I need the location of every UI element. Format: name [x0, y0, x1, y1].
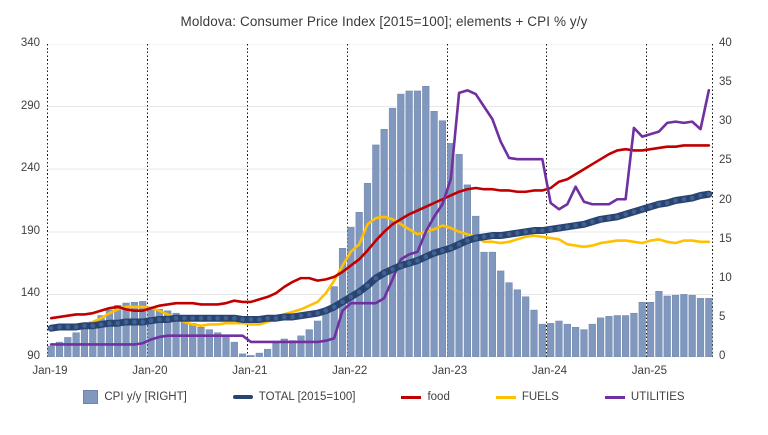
line-fuels [49, 215, 711, 330]
legend-item-utilities[interactable]: UTILITIES [604, 391, 685, 403]
y-tick-right: 35 [719, 76, 732, 89]
y-tick-right: 0 [719, 350, 726, 362]
legend-label: FUELS [521, 391, 559, 403]
legend-label: TOTAL [2015=100] [258, 391, 356, 403]
legend-swatch-line-icon [604, 395, 625, 399]
chart-legend: CPI y/y [RIGHT] TOTAL [2015=100] food FUELS… [0, 390, 768, 404]
y-tick-left: 90 [27, 350, 40, 362]
legend-label: UTILITIES [630, 391, 685, 403]
legend-swatch-dotline-icon [232, 395, 253, 399]
x-tick: Jan-25 [631, 365, 667, 377]
legend-label: food [427, 391, 450, 403]
y-tick-right: 15 [719, 232, 732, 245]
legend-item-cpi-y-y-right[interactable]: CPI y/y [RIGHT] [83, 390, 187, 404]
x-tick: Jan-19 [32, 365, 68, 377]
legend-swatch-bar-icon [83, 390, 99, 404]
y-tick-left: 190 [20, 224, 40, 237]
y-tick-right: 10 [719, 271, 732, 284]
x-tick: Jan-22 [332, 365, 368, 377]
chart-title: Moldova: Consumer Price Index [2015=100]… [180, 14, 588, 29]
chart-canvas [47, 44, 713, 357]
y-tick-left: 240 [20, 162, 40, 175]
x-tick: Jan-23 [432, 365, 468, 377]
legend-item-food[interactable]: food [401, 391, 450, 403]
y-tick-left: 290 [20, 99, 40, 112]
x-tick: Jan-20 [132, 365, 168, 377]
legend-swatch-line-icon [401, 395, 422, 399]
line-utilities [49, 89, 711, 346]
y-tick-right: 5 [719, 310, 726, 323]
y-tick-right: 25 [719, 154, 732, 167]
y-tick-right: 20 [719, 193, 732, 206]
plot-area [47, 44, 713, 357]
legend-item-fuels[interactable]: FUELS [495, 391, 559, 403]
line-food [49, 144, 711, 320]
y-tick-right: 40 [719, 37, 732, 49]
legend-label: CPI y/y [RIGHT] [104, 391, 187, 403]
y-tick-left: 340 [20, 37, 40, 49]
bar-series [47, 86, 713, 357]
markers-total [48, 191, 712, 331]
y-tick-left: 140 [20, 287, 40, 300]
x-tick: Jan-21 [232, 365, 268, 377]
legend-swatch-line-icon [495, 395, 516, 399]
y-tick-right: 30 [719, 115, 732, 128]
x-tick: Jan-24 [531, 365, 568, 377]
legend-item-total-2015-100[interactable]: TOTAL [2015=100] [232, 391, 356, 403]
